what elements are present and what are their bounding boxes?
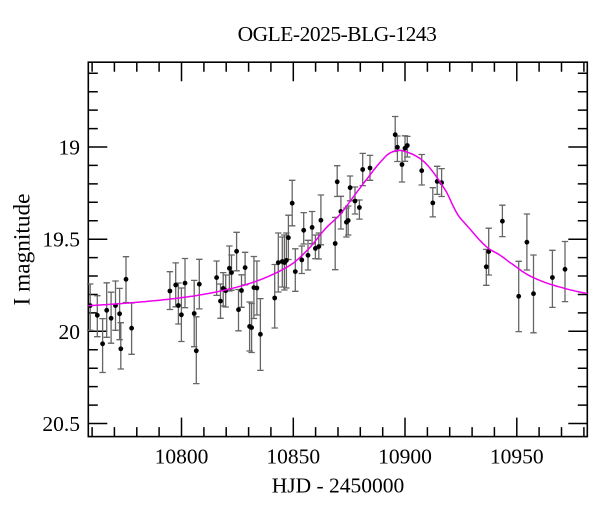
- svg-text:10850: 10850: [266, 445, 320, 469]
- svg-text:20: 20: [59, 320, 81, 344]
- svg-text:19: 19: [59, 136, 81, 160]
- svg-text:10900: 10900: [378, 445, 432, 469]
- svg-text:I magnitude: I magnitude: [10, 194, 36, 306]
- svg-text:19.5: 19.5: [42, 228, 80, 252]
- svg-text:10800: 10800: [155, 445, 209, 469]
- svg-text:20.5: 20.5: [42, 412, 80, 436]
- svg-text:OGLE-2025-BLG-1243: OGLE-2025-BLG-1243: [238, 22, 437, 46]
- svg-text:HJD - 2450000: HJD - 2450000: [272, 473, 405, 497]
- svg-text:10950: 10950: [490, 445, 544, 469]
